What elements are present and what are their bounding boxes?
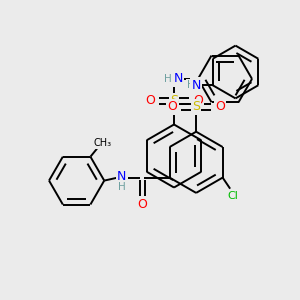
- Text: H: H: [187, 80, 195, 90]
- Text: O: O: [215, 100, 225, 113]
- Text: S: S: [192, 100, 200, 113]
- Text: N: N: [174, 72, 183, 86]
- Text: O: O: [193, 94, 203, 107]
- Text: Cl: Cl: [228, 191, 238, 201]
- Text: O: O: [167, 100, 177, 113]
- Text: S: S: [170, 94, 178, 107]
- Text: N: N: [191, 79, 201, 92]
- Text: N: N: [117, 170, 126, 183]
- Text: H: H: [118, 182, 125, 192]
- Text: H: H: [164, 74, 171, 84]
- Text: O: O: [138, 198, 148, 211]
- Text: O: O: [145, 94, 155, 107]
- Text: CH₃: CH₃: [94, 138, 112, 148]
